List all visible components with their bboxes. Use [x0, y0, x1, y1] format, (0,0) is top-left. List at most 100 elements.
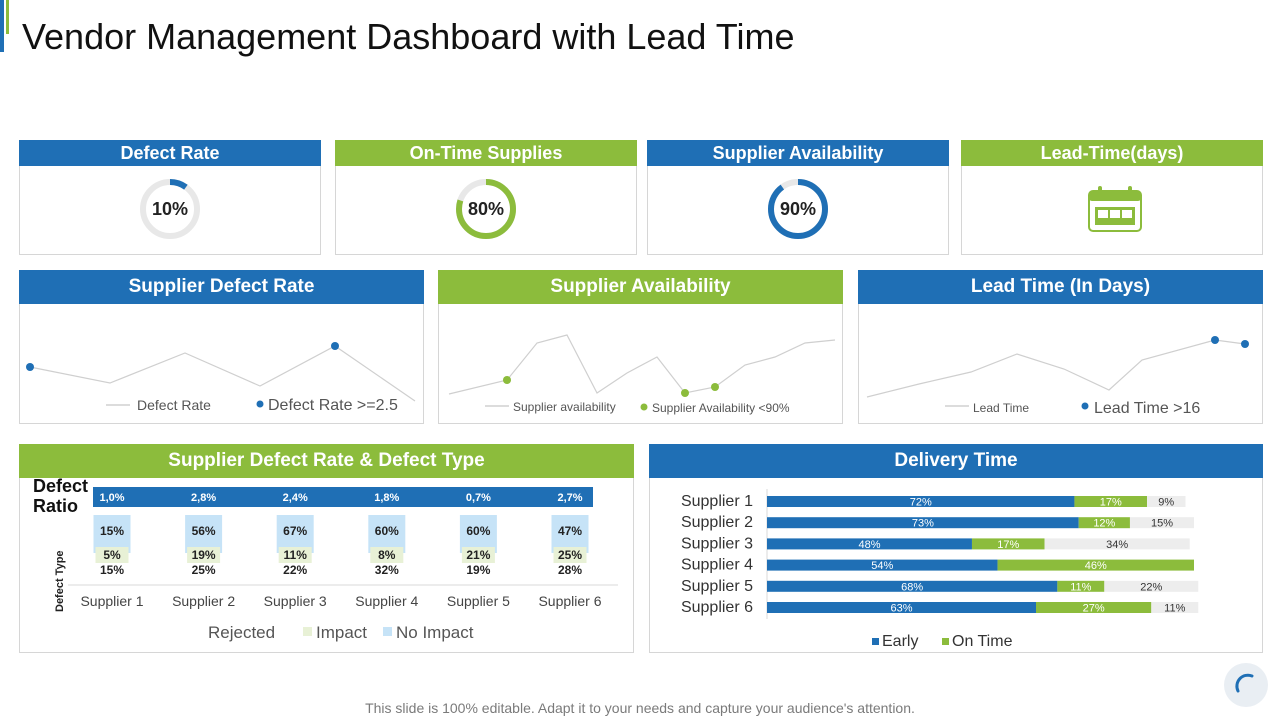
supplier-tick-label: Supplier 4 [681, 557, 753, 574]
delivery-bar-early [767, 496, 1075, 507]
kpi-title: Supplier Availability [647, 140, 949, 166]
category-tick-label: Supplier 6 [538, 593, 601, 609]
rejected-value: 32% [375, 563, 399, 577]
delivery-bar-late [1151, 602, 1199, 613]
legend-swatch [942, 638, 949, 645]
defect-ratio-label: Defect Ratio [33, 476, 88, 516]
bar-no-impact [368, 515, 406, 553]
chart-title: Delivery Time [649, 444, 1263, 478]
delivery-bar-early [767, 538, 972, 550]
delivery-value-label: 15% [1151, 518, 1173, 530]
delivery-bar-late [1147, 496, 1186, 507]
legend-dot-swatch [640, 403, 648, 411]
defect-ratio-band [93, 487, 593, 507]
rejected-value: 25% [192, 563, 216, 577]
defect-type-card: Supplier Defect Rate & Defect Type Defec… [19, 444, 634, 653]
supplier-availability-donut: 90% [767, 178, 829, 240]
kpi-title: Lead-Time(days) [961, 140, 1263, 166]
no-impact-value: 60% [375, 524, 399, 538]
delivery-value-label: 72% [910, 497, 932, 509]
delivery-value-label: 63% [890, 603, 912, 615]
legend-defect-rate-threshold: Defect Rate >=2.5 [268, 397, 398, 414]
supplier-tick-label: Supplier 2 [681, 514, 753, 531]
bar-impact [278, 547, 312, 563]
defect-ratio-value: 2,8% [191, 492, 216, 504]
lead-time-card: Lead Time (In Days) Lead Time Lead Time … [858, 270, 1263, 424]
rejected-value: 28% [558, 563, 582, 577]
delivery-value-label: 11% [1164, 603, 1185, 615]
delivery-bar-on-time [1036, 602, 1152, 613]
kpi-card-defect-rate: Defect Rate 10% [19, 140, 321, 255]
chart-title: Lead Time (In Days) [858, 270, 1263, 304]
legend-label: No Impact [396, 623, 474, 642]
kpi-title: Defect Rate [19, 140, 321, 166]
rejected-value: 15% [100, 563, 124, 577]
title-accent-bar-green [6, 0, 9, 34]
defect-ratio-value: 1,8% [374, 492, 399, 504]
calendar-icon [1088, 186, 1142, 232]
chart-title: Supplier Defect Rate & Defect Type [19, 444, 634, 478]
supplier-availability-card: Supplier Availability Supplier availabil… [438, 270, 843, 424]
delivery-value-label: 46% [1085, 560, 1107, 572]
delivery-bar-on-time [1074, 496, 1148, 507]
spinner-arc-icon [1235, 673, 1254, 693]
lead-time-highlight-point [1211, 336, 1219, 344]
defect-rate-line [29, 345, 416, 402]
delivery-bar-early [767, 559, 998, 571]
donut-chart [768, 179, 828, 239]
page-title: Vendor Management Dashboard with Lead Ti… [22, 16, 795, 57]
category-tick-label: Supplier 3 [264, 593, 327, 609]
title-accent-bar [0, 0, 4, 52]
kpi-title: On-Time Supplies [335, 140, 637, 166]
delivery-bar-early [767, 580, 1058, 592]
bar-impact [553, 547, 587, 563]
delivery-bar-late [1104, 580, 1199, 592]
delivery-value-label: 22% [1140, 581, 1162, 593]
delivery-time-card: Delivery Time Supplier 1 72% 17% 9% Supplier… [649, 444, 1263, 653]
delivery-value-label: 34% [1106, 539, 1128, 551]
bar-impact [187, 547, 221, 563]
donut-arc [768, 179, 828, 239]
kpi-card-lead-time: Lead-Time(days) [961, 140, 1263, 255]
delivery-value-label: 68% [901, 581, 923, 593]
bar-impact [370, 547, 404, 563]
legend-lead-time: Lead Time [973, 401, 1029, 415]
supplier-tick-label: Supplier 5 [681, 578, 753, 595]
availability-highlight-point [711, 383, 719, 391]
legend-availability-threshold: Supplier Availability <90% [652, 401, 790, 415]
legend-lead-time-threshold: Lead Time >16 [1094, 400, 1200, 417]
bar-no-impact [185, 515, 223, 553]
delivery-value-label: 54% [871, 560, 893, 572]
availability-highlight-point [503, 376, 511, 384]
delivery-time-chart: Supplier 1 72% 17% 9% Supplier 2 73% 12% 15% Sup… [681, 489, 1199, 650]
y-axis-label: Defect Type [54, 550, 66, 612]
bar-no-impact [276, 515, 314, 553]
legend-swatch [872, 638, 879, 645]
bar-impact [461, 547, 495, 563]
delivery-bar-late [1129, 517, 1194, 529]
chart-title: Supplier Defect Rate [19, 270, 424, 304]
delivery-bar-on-time [971, 538, 1045, 550]
category-tick-label: Supplier 5 [447, 593, 510, 609]
legend-supplier-availability: Supplier availability [513, 400, 616, 414]
availability-sparkline: Supplier availability Supplier Availabil… [448, 334, 836, 415]
defect-rate-donut: 10% [139, 178, 201, 240]
legend-defect-rate: Defect Rate [137, 397, 211, 413]
category-tick-label: Supplier 2 [172, 593, 235, 609]
defect-rate-sparkline: Defect Rate Defect Rate >=2.5 [26, 342, 416, 414]
availability-line [448, 334, 836, 395]
impact-value: 11% [284, 548, 308, 562]
delivery-value-label: 48% [858, 539, 880, 551]
supplier-tick-label: Supplier 3 [681, 535, 753, 552]
defect-highlight-point [26, 363, 34, 371]
impact-value: 5% [103, 548, 121, 562]
defect-highlight-point [331, 342, 339, 350]
kpi-value: 10% [151, 199, 189, 219]
legend-dot-swatch [1081, 402, 1089, 410]
legend-swatch [303, 627, 312, 636]
availability-highlight-point [681, 389, 689, 397]
supplier-tick-label: Supplier 1 [681, 493, 753, 510]
no-impact-value: 15% [100, 524, 124, 538]
impact-value: 21% [466, 548, 490, 562]
